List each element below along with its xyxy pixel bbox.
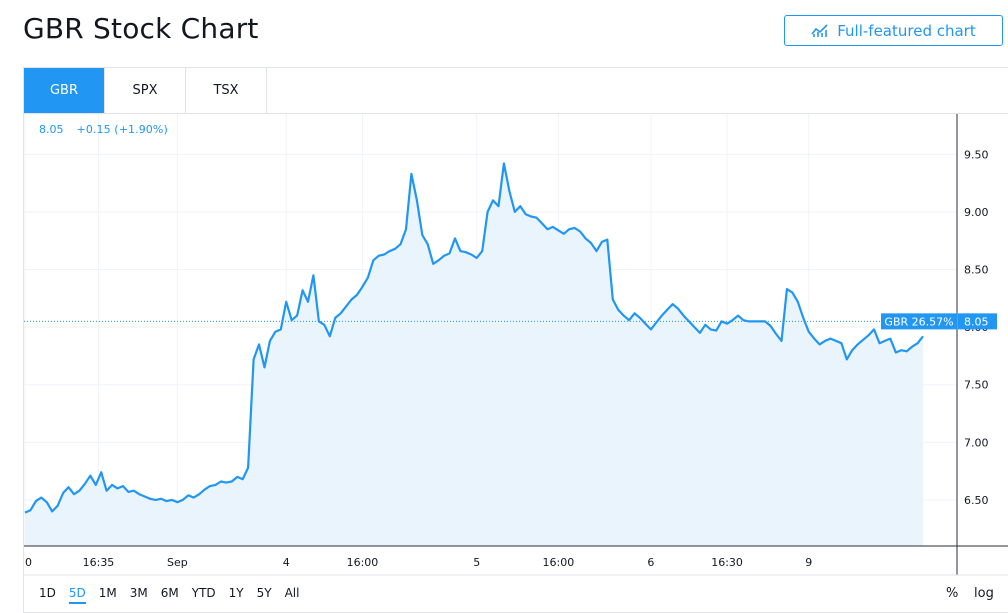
log-scale-toggle[interactable]: log bbox=[974, 586, 994, 601]
legend-change: +0.15 (+1.90%) bbox=[76, 123, 168, 136]
percent-scale-toggle[interactable]: % bbox=[946, 586, 959, 601]
range-all-button[interactable]: All bbox=[284, 586, 300, 600]
range-6m-button[interactable]: 6M bbox=[160, 586, 179, 600]
range-ytd-button[interactable]: YTD bbox=[191, 586, 216, 600]
range-5y-button[interactable]: 5Y bbox=[256, 586, 272, 600]
x-tick-label: 5 bbox=[473, 556, 480, 569]
range-3m-button[interactable]: 3M bbox=[129, 586, 148, 600]
y-tick-label: 6.50 bbox=[964, 494, 989, 507]
last-price-value-box bbox=[958, 313, 997, 330]
price-line bbox=[24, 162, 924, 514]
tab-gbr[interactable]: GBR bbox=[24, 68, 105, 113]
legend-price: 8.05 bbox=[39, 123, 64, 136]
tab-spx[interactable]: SPX bbox=[105, 68, 186, 113]
price-area bbox=[25, 163, 923, 546]
x-tick-label: 0 bbox=[25, 556, 32, 569]
last-price-value: 8.05 bbox=[964, 315, 989, 328]
range-selector: 1D 5D 1M 3M 6M YTD 1Y 5Y All bbox=[39, 586, 312, 604]
last-price-label: GBR 26.57% 8.05 bbox=[881, 313, 997, 330]
x-tick-label: 4 bbox=[283, 556, 290, 569]
y-tick-label: 8.50 bbox=[964, 264, 989, 277]
range-1d-button[interactable]: 1D bbox=[39, 586, 56, 600]
x-tick-label: 16:30 bbox=[711, 556, 743, 569]
y-tick-label: 7.00 bbox=[964, 436, 989, 449]
chart-line-icon bbox=[811, 23, 829, 38]
y-tick-label: 9.50 bbox=[964, 148, 989, 161]
x-tick-label: 9 bbox=[805, 556, 812, 569]
range-5d-button[interactable]: 5D bbox=[68, 586, 86, 604]
last-price-name: GBR 26.57% bbox=[884, 315, 953, 328]
x-tick-label: 16:35 bbox=[83, 556, 115, 569]
x-tick-label: Sep bbox=[167, 556, 188, 569]
page-title: GBR Stock Chart bbox=[23, 12, 259, 45]
range-1m-button[interactable]: 1M bbox=[98, 586, 117, 600]
y-tick-label: 9.00 bbox=[964, 206, 989, 219]
x-tick-label: 6 bbox=[647, 556, 654, 569]
symbol-tabs: GBR SPX TSX bbox=[24, 68, 1008, 114]
full-featured-chart-button[interactable]: Full-featured chart bbox=[784, 15, 1003, 46]
price-legend: 8.05 +0.15 (+1.90%) bbox=[39, 123, 168, 136]
y-tick-label: 7.50 bbox=[964, 379, 989, 392]
x-tick-label: 16:00 bbox=[543, 556, 575, 569]
tab-tsx[interactable]: TSX bbox=[186, 68, 267, 113]
last-price-name-box bbox=[881, 313, 957, 330]
full-featured-chart-label: Full-featured chart bbox=[837, 21, 976, 40]
x-tick-label: 16:00 bbox=[347, 556, 379, 569]
range-1y-button[interactable]: 1Y bbox=[228, 586, 244, 600]
